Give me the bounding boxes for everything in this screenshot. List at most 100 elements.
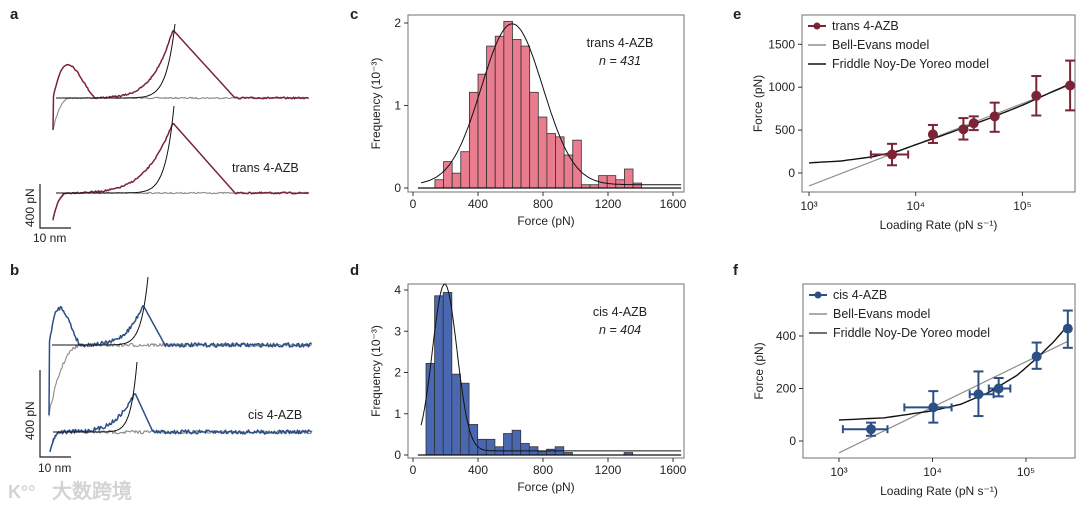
histogram-bar xyxy=(451,172,462,189)
x-tick-label: 1200 xyxy=(595,463,622,477)
x-tick-label: 10⁵ xyxy=(1013,199,1031,213)
y-tick-label: 1500 xyxy=(768,37,795,51)
legend-label: Bell-Evans model xyxy=(833,307,930,321)
y-tick-label: 1 xyxy=(394,99,401,113)
histogram-bar xyxy=(494,35,505,189)
panel-b-scale-bar: 400 pN 10 nm xyxy=(23,370,71,475)
retract-trace-gray xyxy=(48,342,313,417)
plot-frame xyxy=(802,283,1076,459)
histogram-bar xyxy=(443,161,453,189)
scale-distance-label: 10 nm xyxy=(33,231,66,245)
x-axis-label: Loading Rate (pN s⁻¹) xyxy=(880,218,998,232)
histogram-bar xyxy=(468,91,479,189)
data-point xyxy=(968,118,979,129)
x-tick-label: 0 xyxy=(410,197,417,211)
retract-trace-gray xyxy=(52,191,310,221)
scale-bar-lines xyxy=(39,370,71,458)
histogram-trans: 0 400 800 1200 1600 0 1 2 Force (pN) Frequency (1… xyxy=(369,14,687,228)
bell-evans-model-line xyxy=(808,84,1071,187)
panel-a-scale-bar: 400 pN 10 nm xyxy=(23,184,71,245)
histogram-cis: 0 400 800 1200 1600 0 1 2 3 4 Force (pN) Frequency … xyxy=(369,283,687,494)
histogram-bar xyxy=(503,433,513,456)
x-tick-label: 800 xyxy=(533,463,553,477)
panel-letter-d: d xyxy=(350,262,359,279)
histogram-bar xyxy=(529,91,539,189)
x-axis-label: Force (pN) xyxy=(517,480,574,494)
wlc-fit-curve xyxy=(53,361,138,433)
legend-label: Friddle Noy-De Yoreo model xyxy=(832,57,989,71)
gaussian-fit-curve xyxy=(421,23,682,186)
watermark-logo: 大数跨境 xyxy=(52,479,132,503)
approach-retract-trace xyxy=(48,305,312,416)
y-axis-label: Force (pN) xyxy=(751,75,765,132)
histogram-bar xyxy=(606,175,617,189)
scale-force-label: 400 pN xyxy=(23,188,37,227)
data-point xyxy=(1062,323,1073,334)
scale-bar-lines xyxy=(39,184,71,229)
plot-frame xyxy=(801,14,1076,193)
panel-letter-a: a xyxy=(10,6,19,23)
approach-retract-trace xyxy=(52,122,309,221)
histogram-bar xyxy=(546,448,556,456)
panel-letter-f: f xyxy=(733,262,739,279)
dataset-label: trans 4-AZB xyxy=(587,36,654,50)
panel-letter-c: c xyxy=(350,6,358,23)
dfs-plot-cis: 10³ 10⁴ 10⁵ 0 200 400 Loading Rate (pN s⁻¹) For… xyxy=(752,283,1076,498)
watermark-icon: K°° xyxy=(8,482,35,502)
histogram-bar xyxy=(442,292,453,456)
panel-letter-b: b xyxy=(10,262,19,279)
x-tick-label: 1600 xyxy=(660,463,687,477)
histogram-bar xyxy=(451,373,461,456)
y-tick-label: 1000 xyxy=(768,80,795,94)
y-tick-label: 3 xyxy=(394,324,401,338)
legend-label: Friddle Noy-De Yoreo model xyxy=(833,326,990,340)
panel-b-force-curves xyxy=(48,276,313,453)
y-axis-label: Force (pN) xyxy=(752,342,766,399)
data-point xyxy=(958,124,969,135)
data-point xyxy=(1065,80,1076,91)
y-axis-label: Frequency (10⁻³) xyxy=(369,325,383,417)
x-tick-label: 10⁴ xyxy=(906,199,925,213)
retract-trace-gray xyxy=(52,96,310,130)
scale-force-label: 400 pN xyxy=(23,401,37,440)
legend-label: cis 4-AZB xyxy=(833,288,887,302)
histogram-bar xyxy=(546,133,556,189)
plot-frame xyxy=(407,14,685,193)
x-tick-label: 10⁴ xyxy=(923,465,942,479)
plot-frame xyxy=(407,283,685,459)
dataset-label: cis 4-AZB xyxy=(593,305,647,319)
scale-distance-label: 10 nm xyxy=(38,461,71,475)
x-tick-label: 1600 xyxy=(660,197,687,211)
legend-marker-dot xyxy=(813,22,821,30)
data-point xyxy=(993,383,1004,394)
friddle-noy-de-yoreo-model-curve xyxy=(808,83,1071,164)
y-tick-label: 2 xyxy=(394,16,401,30)
y-tick-label: 0 xyxy=(789,434,796,448)
sample-count-label: n = 431 xyxy=(599,54,641,68)
data-point xyxy=(1031,351,1042,362)
x-tick-label: 10³ xyxy=(830,465,847,479)
histogram-bar xyxy=(460,151,470,189)
approach-retract-trace xyxy=(49,393,312,453)
x-tick-label: 1200 xyxy=(595,197,622,211)
data-point xyxy=(973,389,984,400)
legend-marker-dot xyxy=(814,291,822,299)
y-tick-label: 4 xyxy=(394,283,401,297)
histogram-bar xyxy=(503,20,513,189)
x-axis-label: Force (pN) xyxy=(517,214,574,228)
bell-evans-model-line xyxy=(838,340,1069,454)
panel-a-force-curves xyxy=(52,23,310,221)
legend-label: Bell-Evans model xyxy=(832,38,929,52)
sample-count-label: n = 404 xyxy=(599,323,641,337)
y-tick-label: 500 xyxy=(775,123,795,137)
histogram-bar xyxy=(485,438,496,456)
y-tick-label: 2 xyxy=(394,366,401,380)
histogram-bar xyxy=(632,182,643,189)
data-point xyxy=(887,149,898,160)
y-tick-label: 0 xyxy=(394,448,401,462)
dfs-plot-trans: 10³ 10⁴ 10⁵ 0 500 1000 1500 Loading Rate (pN s⁻… xyxy=(751,14,1076,232)
wlc-fit-curve xyxy=(56,23,176,99)
y-tick-label: 0 xyxy=(394,181,401,195)
x-axis-label: Loading Rate (pN s⁻¹) xyxy=(880,484,998,498)
